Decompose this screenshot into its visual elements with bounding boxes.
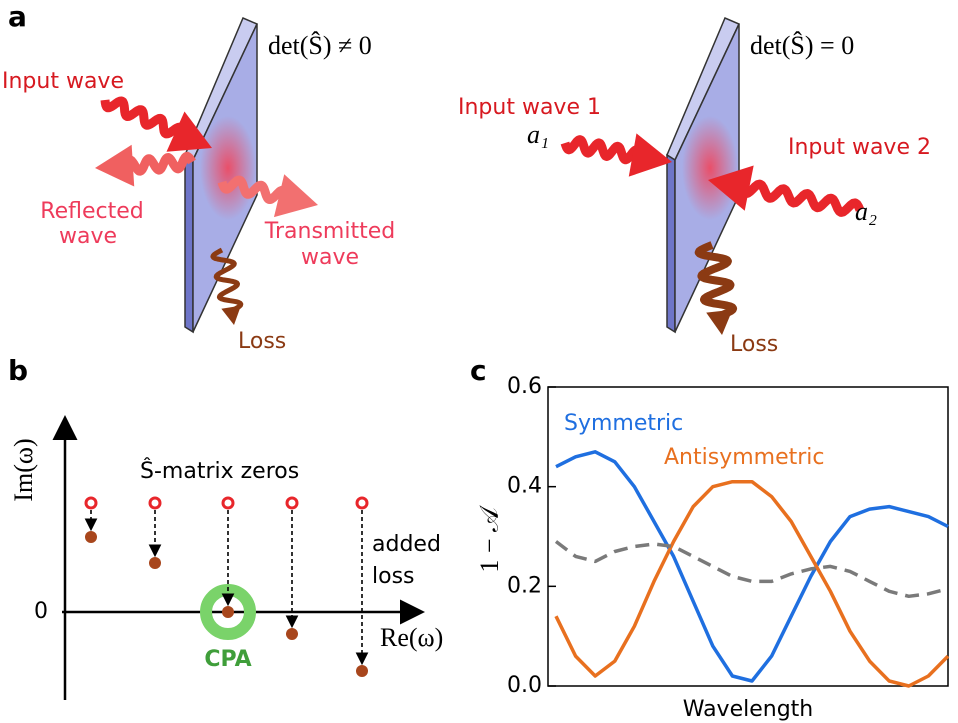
wave-arrow-head bbox=[221, 306, 241, 325]
axis-label: Im(ω) bbox=[9, 438, 38, 501]
series-line bbox=[556, 452, 948, 681]
wave-label: wave bbox=[59, 224, 117, 249]
diagram-shapes bbox=[62, 18, 948, 700]
series-label: Antisymmetric bbox=[664, 445, 825, 470]
wave-label: Input wave bbox=[2, 69, 124, 94]
axis-label: Re(ω) bbox=[380, 623, 443, 652]
wave-arrow-head bbox=[274, 174, 318, 217]
x-axis-title: Wavelength bbox=[683, 697, 814, 722]
slab-side bbox=[667, 155, 675, 332]
wave-label: wave bbox=[301, 245, 359, 270]
wave-label: Transmitted bbox=[264, 219, 395, 244]
amplitude: a₁ bbox=[527, 120, 549, 149]
wave-arrow bbox=[565, 140, 641, 160]
wave-arrow-head bbox=[95, 145, 134, 187]
annotation: Ŝ-matrix zeros bbox=[140, 458, 299, 484]
zeros bbox=[86, 498, 367, 508]
origin-label: 0 bbox=[34, 599, 48, 624]
condition: det(Ŝ) ≠ 0 bbox=[268, 31, 372, 60]
slab-side bbox=[185, 155, 193, 332]
panel-label: b bbox=[8, 354, 28, 387]
loss-label: Loss bbox=[730, 332, 778, 357]
y-axis-title: 1 − 𝒜 bbox=[475, 505, 504, 573]
wave-arrow bbox=[213, 250, 241, 311]
panel-label: a bbox=[8, 0, 27, 33]
glow bbox=[200, 116, 256, 220]
amplitude: a₂ bbox=[855, 197, 877, 226]
series-label: Symmetric bbox=[564, 411, 683, 436]
y-tick-label: 0.4 bbox=[507, 474, 542, 499]
annotation: loss bbox=[372, 564, 415, 589]
wave-arrow bbox=[699, 245, 733, 316]
figure: a det(Ŝ) ≠ 0 Input wave Reflected wave T… bbox=[0, 0, 958, 723]
series-line bbox=[556, 482, 948, 686]
panel-label: c bbox=[470, 354, 487, 387]
y-tick-label: 0.0 bbox=[507, 673, 542, 698]
cpa-label: CPA bbox=[204, 647, 251, 672]
annotation: added bbox=[372, 532, 441, 557]
y-tick-label: 0.2 bbox=[507, 573, 542, 598]
wave-arrow-head bbox=[706, 310, 732, 335]
glow bbox=[682, 116, 738, 220]
y-tick-label: 0.6 bbox=[507, 374, 542, 399]
wave-arrow bbox=[105, 100, 183, 135]
wave-label: Reflected bbox=[40, 199, 143, 224]
wave-label: Input wave 1 bbox=[458, 95, 601, 120]
series-line bbox=[556, 542, 948, 597]
wave-arrow-head bbox=[629, 133, 672, 176]
wave-arrow bbox=[741, 184, 860, 212]
loss-label: Loss bbox=[238, 329, 286, 354]
condition: det(Ŝ) = 0 bbox=[750, 31, 854, 60]
wave-label: Input wave 2 bbox=[788, 135, 931, 160]
wave-arrow bbox=[125, 156, 192, 171]
